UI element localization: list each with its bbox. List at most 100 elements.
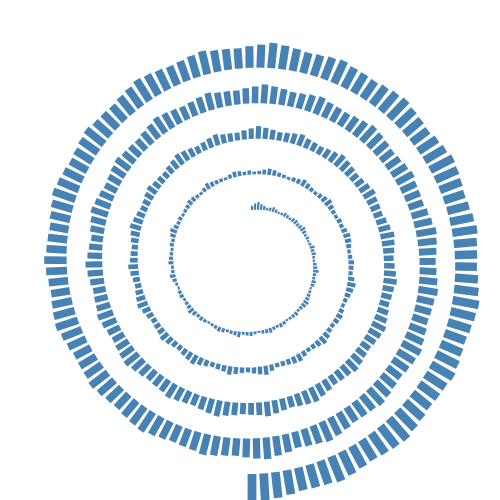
spiral-bar [49, 222, 70, 234]
spiral-bar [314, 339, 322, 347]
spiral-bar [345, 243, 352, 249]
spiral-bar [418, 276, 438, 286]
spiral-bar [200, 141, 208, 152]
spiral-bar [335, 312, 344, 320]
spiral-bar [342, 297, 348, 304]
spiral-bar [169, 251, 174, 256]
spiral-bar [209, 49, 222, 73]
spiral-bar [329, 322, 336, 329]
spiral-bar [298, 305, 304, 310]
spiral-bar [338, 307, 345, 314]
spiral-bar [209, 361, 216, 368]
spiral-bar [446, 318, 472, 334]
spiral-bar [313, 262, 317, 266]
spiral-bar [132, 276, 141, 283]
spiral-bar [77, 353, 99, 370]
spiral-bar [366, 196, 378, 206]
spiral-bar [220, 133, 227, 144]
spiral-bar [358, 392, 376, 412]
spiral-bar [218, 178, 224, 183]
spiral-bar [145, 368, 159, 382]
spiral-bar [348, 260, 355, 265]
spiral-bar [133, 77, 153, 103]
spiral-bar [170, 269, 175, 274]
spiral-bar [210, 322, 215, 327]
spiral-bar [130, 270, 140, 276]
spiral-bar [286, 395, 296, 408]
spiral-bar [348, 265, 354, 270]
spiral-bar [129, 404, 148, 426]
spiral-bar [372, 210, 384, 219]
spiral-bar [88, 243, 103, 251]
spiral-bar [262, 205, 266, 211]
spiral-bar [169, 233, 177, 239]
spiral-bar [100, 110, 121, 131]
spiral-bar [223, 90, 233, 107]
spiral-bar [214, 179, 220, 185]
spiral-bar [168, 256, 174, 260]
spiral-bar [368, 84, 389, 108]
spiral-bar [306, 293, 311, 298]
spiral-bar [138, 363, 152, 377]
spiral-bar [310, 283, 315, 287]
spiral-bar [90, 206, 109, 218]
spiral-bar [295, 353, 304, 362]
spiral-bar [231, 402, 239, 416]
spiral-bar [286, 91, 297, 108]
spiral-bar [394, 407, 418, 432]
spiral-bar [261, 329, 265, 334]
spiral-bar [177, 290, 183, 295]
spiral-bar [418, 247, 437, 256]
spiral-bar [216, 326, 222, 333]
spiral-bar [340, 66, 359, 90]
spiral-bar [344, 238, 352, 244]
spiral-bar [154, 68, 172, 92]
spiral-bar [232, 171, 237, 178]
spiral-bar [272, 326, 276, 331]
spiral-bar [73, 147, 95, 165]
spiral-bar [353, 177, 365, 188]
spiral-bar [272, 435, 282, 456]
spiral-bar [312, 255, 316, 259]
spiral-bar [449, 307, 476, 322]
spiral-bar [143, 72, 163, 97]
spiral-bar [194, 145, 202, 155]
spiral-bar [359, 78, 379, 101]
spiral-bar [309, 141, 319, 153]
spiral-bar [383, 270, 397, 277]
spiral-bar [227, 174, 233, 180]
spiral-bar [269, 364, 275, 372]
spiral-bar [454, 273, 479, 284]
spiral-bar [213, 91, 224, 109]
spiral-bar [323, 198, 333, 207]
spiral-bar [337, 449, 357, 476]
spiral-bar [434, 350, 460, 369]
spiral-bar [309, 286, 313, 290]
spiral-bar [438, 339, 464, 357]
spiral-bar [256, 44, 266, 68]
spiral-bar [239, 402, 247, 415]
spiral-bar [451, 295, 480, 310]
spiral-bar [285, 214, 290, 219]
spiral-bar [60, 326, 84, 341]
spiral-bar [182, 208, 188, 214]
spiral-bar [247, 170, 252, 175]
spiral-bar [88, 369, 111, 389]
spiral-bar [252, 438, 261, 459]
spiral-bar [335, 410, 351, 430]
spiral-bar [169, 228, 178, 234]
spiral-bar [376, 306, 389, 316]
spiral-bar [350, 72, 369, 95]
spiral-bar [367, 430, 389, 456]
spiral-bar [187, 101, 199, 118]
spiral-bar [271, 399, 280, 414]
spiral-bar [248, 128, 254, 139]
spiral-bar [411, 313, 429, 326]
spiral-bar [358, 437, 378, 462]
spiral-bar [455, 262, 477, 272]
spiral-bar [85, 261, 103, 268]
spiral-bar [309, 54, 325, 78]
spiral-bar [302, 138, 312, 150]
spiral-bar [282, 320, 287, 326]
spiral-bar [196, 356, 205, 366]
